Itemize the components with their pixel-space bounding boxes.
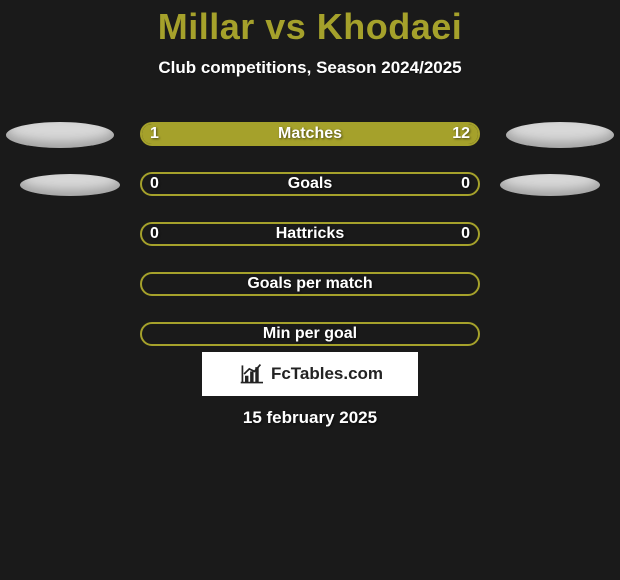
stat-rows: Matches112Goals00Hattricks00Goals per ma…: [0, 120, 620, 348]
stat-row: Min per goal: [0, 320, 620, 348]
fctables-icon: [237, 362, 265, 386]
logo: FcTables.com: [237, 362, 383, 386]
stat-value-right: 12: [452, 124, 470, 144]
player-badge-right: [500, 174, 600, 196]
stat-row: Hattricks0 0: [0, 220, 620, 248]
player-badge-right: [506, 122, 614, 148]
page-title: Millar vs Khodaei: [0, 0, 620, 48]
logo-box: FcTables.com: [202, 352, 418, 396]
stat-bar: Hattricks0 0: [140, 222, 480, 246]
stat-value-right: 0: [461, 174, 470, 194]
stat-bar: Matches1 12: [140, 122, 480, 146]
date-label: 15 february 2025: [0, 408, 620, 428]
stat-bar: Goals0 0: [140, 172, 480, 196]
subtitle: Club competitions, Season 2024/2025: [0, 58, 620, 78]
player-badge-left: [6, 122, 114, 148]
stat-label: Min per goal: [142, 324, 478, 344]
player-badge-left: [20, 174, 120, 196]
stat-label: Goals: [142, 174, 478, 194]
stat-row: Goals0 0: [0, 170, 620, 198]
stat-value-left: 1: [150, 124, 159, 144]
stat-value-right: 0: [461, 224, 470, 244]
stat-bar: Min per goal: [140, 322, 480, 346]
stat-row: Matches1 12: [0, 120, 620, 148]
stat-label: Matches: [142, 124, 478, 144]
stat-bar: Goals per match: [140, 272, 480, 296]
stat-row: Goals per match: [0, 270, 620, 298]
stat-label: Goals per match: [142, 274, 478, 294]
logo-text: FcTables.com: [271, 364, 383, 384]
stat-label: Hattricks: [142, 224, 478, 244]
stat-value-left: 0: [150, 174, 159, 194]
stat-value-left: 0: [150, 224, 159, 244]
comparison-card: Millar vs Khodaei Club competitions, Sea…: [0, 0, 620, 580]
